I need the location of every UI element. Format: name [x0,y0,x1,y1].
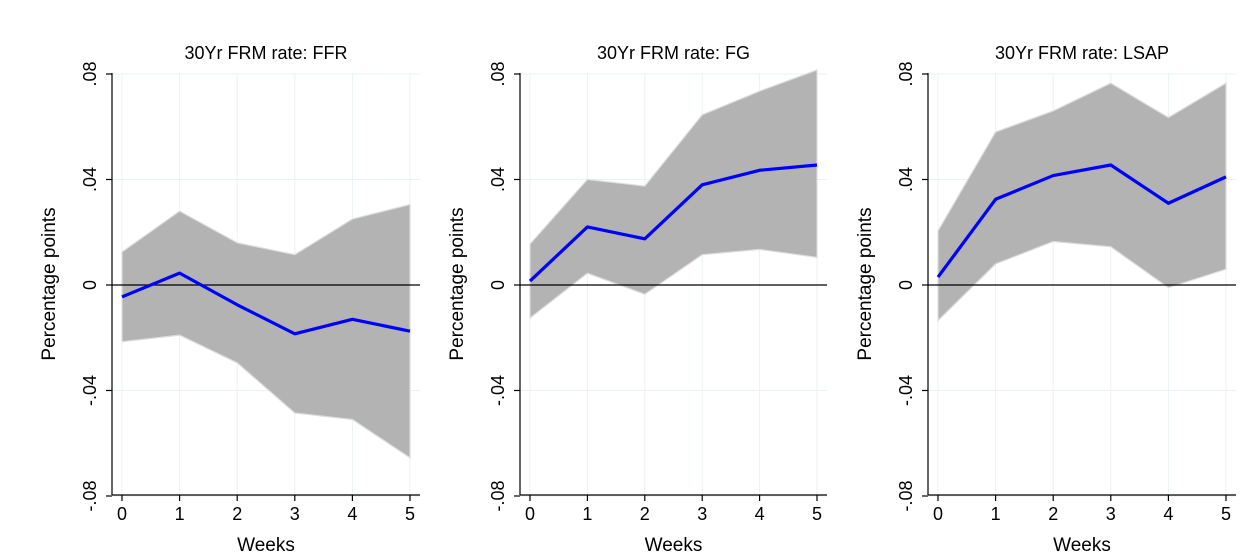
y-tick-label: -.08 [488,480,508,511]
y-tick-label: .08 [896,61,916,86]
y-tick-label: 0 [896,280,916,290]
chart-title: 30Yr FRM rate: FG [597,43,750,63]
x-tick-label: 0 [525,504,535,524]
x-tick-label: 2 [1048,504,1058,524]
confidence-band [529,69,818,320]
x-tick-label: 5 [1221,504,1231,524]
y-tick-label: -.04 [80,375,100,406]
x-tick-label: 5 [812,504,822,524]
confidence-band [121,203,411,459]
x-tick-label: 3 [290,504,300,524]
estimate-line [121,271,411,336]
y-axis-label: Percentage points [855,207,876,360]
x-axis-label: Weeks [645,535,703,555]
estimate-line [936,163,1227,279]
x-tick-label: 3 [697,504,707,524]
x-tick-label: 4 [347,504,357,524]
confidence-band [937,82,1227,323]
x-tick-label: 1 [991,504,1001,524]
x-axis-label: Weeks [237,535,295,555]
y-axis-label: Percentage points [447,207,468,360]
y-tick-label: -.04 [896,375,916,406]
y-tick-label: 0 [488,280,508,290]
y-tick-label: .04 [896,167,916,192]
x-tick-label: 5 [405,504,415,524]
x-axis-label: Weeks [1053,535,1111,555]
x-tick-label: 0 [933,504,943,524]
y-tick-label: 0 [80,280,100,290]
estimate-line [528,163,818,283]
chart-title: 30Yr FRM rate: FFR [184,43,347,63]
x-tick-label: 4 [755,504,765,524]
x-tick-label: 1 [175,504,185,524]
x-tick-label: 3 [1106,504,1116,524]
y-tick-label: -.04 [488,375,508,406]
chart-panel-1: -.08 -.04 0 .04 .08 0 1 2 3 4 5 30Yr FRM rate: FFR W… [39,43,420,555]
chart-panel-3: -.08 -.04 0 .04 .08 0 1 2 3 4 5 30Yr FRM rate: LSAP… [855,43,1236,555]
chart-panel-2: -.08 -.04 0 .04 .08 0 1 2 3 4 5 30Yr FRM rate: FG We… [447,43,827,555]
y-tick-label: .04 [80,167,100,192]
x-tick-label: 2 [640,504,650,524]
y-axis-label: Percentage points [39,207,60,360]
x-tick-label: 0 [117,504,127,524]
x-tick-label: 1 [582,504,592,524]
y-tick-label: -.08 [80,480,100,511]
y-tick-label: .04 [488,167,508,192]
y-tick-label: .08 [488,61,508,86]
y-tick-label: .08 [80,61,100,86]
y-tick-label: -.08 [896,480,916,511]
x-tick-label: 2 [232,504,242,524]
chart-title: 30Yr FRM rate: LSAP [995,43,1169,63]
x-tick-label: 4 [1163,504,1173,524]
